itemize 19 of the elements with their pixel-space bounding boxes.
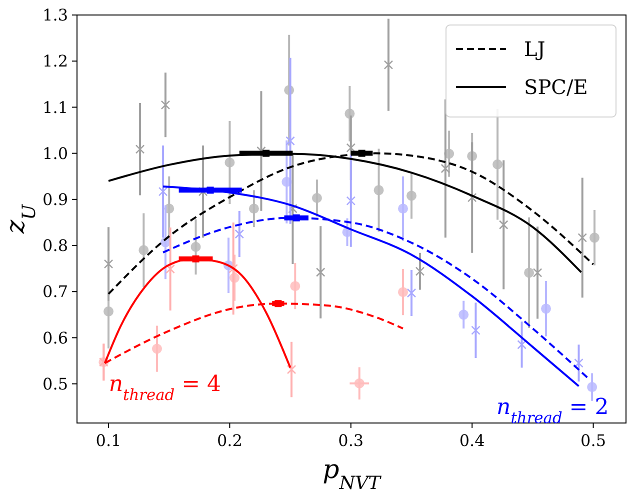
x-tick-label: 0.5 [580, 431, 606, 450]
x-tick-label: 0.3 [338, 431, 364, 450]
y-tick-label: 0.6 [42, 328, 68, 348]
x-axis-title: p$_{NVT}$ [322, 455, 382, 492]
legend-label: LJ [524, 37, 546, 61]
x-tick-label: 0.4 [459, 431, 485, 450]
annotation: n$_{thread}$ = 4 [108, 372, 222, 404]
legend-label: SPC/E [524, 75, 588, 99]
x-tick-label: 0.1 [96, 431, 122, 450]
annotation: n$_{thread}$ = 2 [496, 395, 609, 428]
y-tick-label: 0.5 [42, 374, 68, 394]
x-tick-label: 0.2 [216, 431, 242, 450]
y-tick-label: 1.3 [42, 6, 68, 25]
y-tick-label: 1.1 [42, 98, 68, 117]
y-tick-label: 1.0 [42, 144, 68, 163]
y-tick-label: 0.7 [42, 282, 68, 302]
y-tick-label: 1.2 [42, 52, 68, 71]
y-tick-label: 0.9 [42, 190, 68, 210]
y-tick-label: 0.8 [42, 236, 68, 256]
